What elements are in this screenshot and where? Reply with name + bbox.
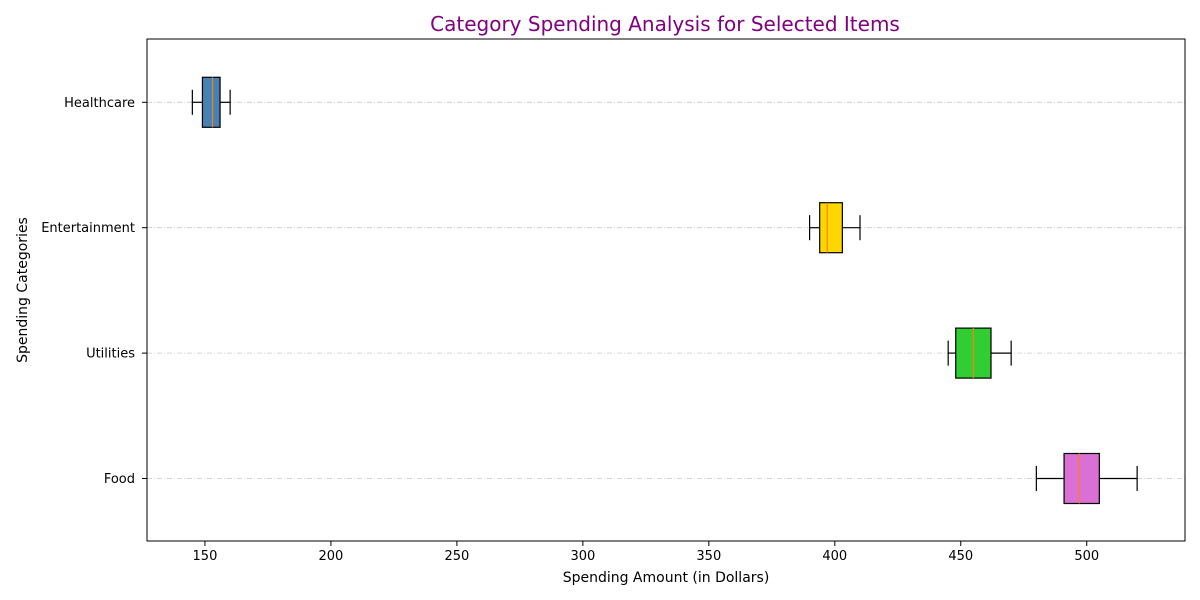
box-utilities — [947, 327, 1012, 379]
grid-layer — [147, 101, 1185, 479]
box-layer — [191, 76, 1138, 505]
y-tick-label: Food — [104, 472, 135, 487]
x-tick-label: 350 — [696, 549, 721, 564]
x-tick-label: 500 — [1074, 549, 1099, 564]
box-body — [201, 76, 221, 128]
x-axis-title: Spending Amount (in Dollars) — [563, 570, 770, 586]
x-tick-label: 400 — [822, 549, 847, 564]
box-body — [819, 202, 843, 254]
box-entertainment — [809, 202, 861, 254]
box-healthcare — [191, 76, 231, 128]
x-tick-label: 200 — [319, 549, 344, 564]
box-food — [1035, 452, 1138, 505]
plot-frame — [146, 38, 1186, 542]
x-tick-label: 450 — [948, 549, 973, 564]
y-tick-label: Entertainment — [41, 221, 135, 236]
y-axis-title: Spending Categories — [15, 217, 31, 363]
x-tick-label: 250 — [444, 549, 469, 564]
y-tick-label: Utilities — [86, 347, 135, 362]
x-axis: 150 200 250 300 350 400 450 500 — [193, 541, 1099, 564]
box-body — [1063, 452, 1100, 505]
x-tick-label: 150 — [193, 549, 218, 564]
chart-title: Category Spending Analysis for Selected … — [430, 12, 900, 36]
x-tick-label: 300 — [570, 549, 595, 564]
y-axis: Food Utilities Entertainment Healthcare — [41, 96, 147, 487]
y-tick-label: Healthcare — [64, 96, 135, 111]
